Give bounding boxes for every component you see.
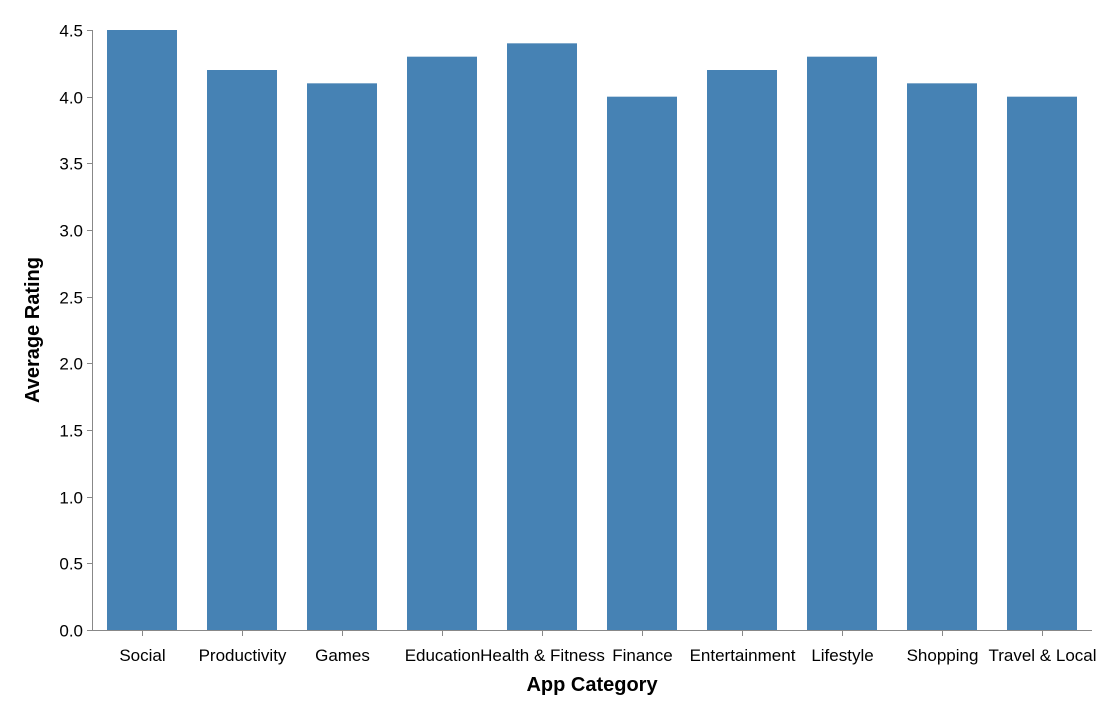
x-tick-label-7: Lifestyle [811, 646, 873, 665]
y-tick-label-9: 4.5 [59, 21, 83, 40]
bar-7 [807, 56, 877, 631]
bar-0 [107, 30, 177, 630]
x-tick-label-3: Education [405, 646, 481, 665]
x-tick-label-9: Travel & Local [988, 646, 1096, 665]
y-tick-label-2: 1.0 [59, 488, 83, 507]
x-tick-label-1: Productivity [199, 646, 287, 665]
x-tick-label-6: Entertainment [690, 646, 796, 665]
bar-8 [907, 83, 977, 630]
y-tick-label-5: 2.5 [59, 288, 83, 307]
y-tick-label-7: 3.5 [59, 154, 83, 173]
y-axis-ticks: 0.0 0.5 1.0 1.5 2.0 2.5 3.0 3.5 4.0 4.5 [59, 21, 92, 640]
y-tick-label-4: 2.0 [59, 354, 83, 373]
bar-9 [1007, 96, 1077, 631]
bar-6 [707, 70, 777, 630]
y-tick-label-1: 0.5 [59, 554, 83, 573]
y-tick-label-6: 3.0 [59, 221, 83, 240]
y-axis-title: Average Rating [22, 257, 44, 403]
x-axis-ticks: Social Productivity Games Education Health &… [119, 630, 1097, 665]
y-tick-label-8: 4.0 [59, 88, 83, 107]
y-tick-label-0: 0.0 [59, 621, 83, 640]
x-tick-label-0: Social [119, 646, 165, 665]
bar-2 [307, 83, 377, 630]
x-tick-label-2: Games [315, 646, 370, 665]
x-tick-label-4: Health & Fitness [480, 646, 605, 665]
bars [107, 30, 1077, 631]
bar-5 [607, 96, 677, 631]
x-tick-label-8: Shopping [907, 646, 979, 665]
x-tick-label-5: Finance [612, 646, 672, 665]
y-tick-label-3: 1.5 [59, 421, 83, 440]
bar-3 [407, 56, 477, 631]
bar-4 [507, 43, 577, 630]
x-axis-title: App Category [526, 674, 658, 696]
bar-1 [207, 70, 277, 630]
